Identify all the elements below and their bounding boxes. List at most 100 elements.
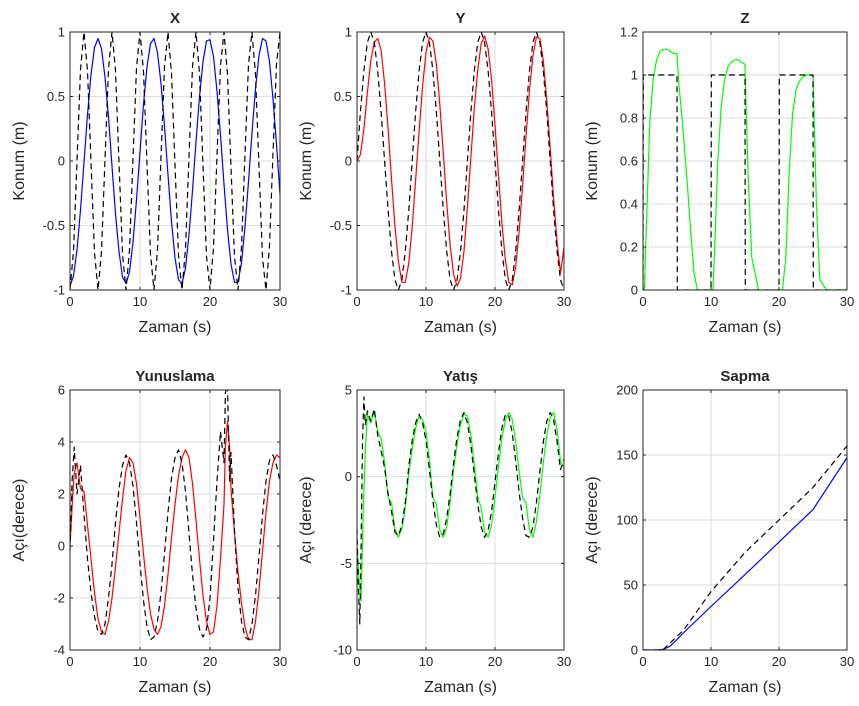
x-axis-label: Zaman (s) (709, 679, 782, 696)
y-axis-label: Konum (m) (11, 121, 28, 200)
y-tick-label: -4 (53, 643, 65, 658)
reference-line-y (357, 32, 564, 290)
y-tick-label: -0.5 (43, 218, 65, 233)
y-tick-label: 5 (345, 383, 352, 398)
x-axis-label: Zaman (s) (139, 319, 212, 336)
y-tick-label: 150 (616, 448, 638, 463)
chart-title: X (170, 10, 180, 27)
chart-yatis: 0 10 20 30 -10 -5 0 5 Yatış Zaman (s) Açı (derece) (298, 368, 571, 696)
chart-z: 0 10 20 30 0 0.2 0.4 0.6 0.8 1 1.2 Z Zaman (s) Konum … (584, 10, 854, 336)
y-tick-label: 0 (345, 469, 352, 484)
x-tick-label: 30 (557, 654, 571, 669)
chart-yunuslama: 0 10 20 30 -4 -2 0 2 4 6 Yunuslama Zaman (s) Açı(der… (11, 368, 287, 696)
y-tick-label: 1 (345, 25, 352, 40)
x-tick-label: 0 (639, 654, 646, 669)
y-tick-label: 0 (58, 154, 65, 169)
x-tick-label: 0 (353, 294, 360, 309)
x-tick-label: 30 (557, 294, 571, 309)
series-group (643, 48, 847, 290)
response-line-y (357, 35, 564, 287)
reference-line-z (643, 74, 847, 290)
series-group (643, 445, 847, 650)
y-axis-label: Açı(derece) (11, 479, 28, 562)
chart-title: Yatış (443, 368, 478, 385)
x-tick-label: 0 (639, 294, 646, 309)
reference-line-yatis (357, 396, 564, 625)
chart-y: 0 10 20 30 -1 -0.5 0 0.5 1 Y Zaman (s) Konum (m) (298, 10, 571, 336)
x-tick-label: 30 (273, 654, 287, 669)
y-axis-label: Açı (derece) (584, 476, 601, 563)
y-axis-label: Konum (m) (584, 121, 601, 200)
x-tick-label: 30 (840, 294, 854, 309)
y-tick-label: 0.5 (47, 89, 65, 104)
reference-line-yunuslama (70, 390, 280, 641)
response-line-x (70, 37, 280, 287)
chart-sapma: 0 10 20 30 0 50 100 150 200 Sapma Zaman (s) Açı (de… (584, 368, 854, 696)
plot-area (70, 390, 280, 650)
reference-line-x (70, 32, 280, 290)
y-tick-label: 0.6 (620, 154, 638, 169)
chart-title: Yunuslama (135, 368, 215, 385)
y-tick-label: -1 (340, 283, 352, 298)
x-tick-label: 10 (704, 654, 718, 669)
axes-box (69, 389, 281, 651)
y-tick-label: 1 (631, 68, 638, 83)
y-tick-label: 4 (58, 435, 65, 450)
y-tick-label: 0.8 (620, 111, 638, 126)
y-tick-label: 100 (616, 513, 638, 528)
y-tick-label: 0 (345, 154, 352, 169)
x-axis-label: Zaman (s) (139, 679, 212, 696)
y-tick-label: -5 (340, 556, 352, 571)
x-axis-label: Zaman (s) (424, 679, 497, 696)
x-tick-label: 20 (203, 654, 217, 669)
x-tick-label: 20 (772, 294, 786, 309)
x-tick-label: 20 (772, 654, 786, 669)
y-tick-label: -1 (53, 283, 65, 298)
x-tick-label: 0 (66, 654, 73, 669)
reference-line-sapma (643, 445, 847, 650)
y-axis-label: Açı (derece) (298, 476, 315, 563)
x-tick-label: 10 (133, 294, 147, 309)
x-tick-label: 10 (419, 654, 433, 669)
series-group (357, 396, 564, 625)
y-tick-label: 1 (58, 25, 65, 40)
x-tick-label: 30 (273, 294, 287, 309)
y-tick-label: 2 (58, 487, 65, 502)
y-axis-label: Konum (m) (298, 121, 315, 200)
chart-title: Sapma (720, 368, 770, 385)
x-tick-label: 20 (488, 654, 502, 669)
y-tick-label: 0.2 (620, 240, 638, 255)
series-group (357, 32, 564, 290)
plot-area (357, 390, 564, 650)
x-tick-label: 10 (704, 294, 718, 309)
series-group (70, 32, 280, 290)
x-tick-label: 20 (488, 294, 502, 309)
chart-title: Z (740, 10, 749, 27)
y-tick-label: 0 (631, 643, 638, 658)
y-tick-label: 0 (58, 539, 65, 554)
y-tick-label: 0.5 (334, 89, 352, 104)
x-tick-label: 20 (203, 294, 217, 309)
chart-title: Y (455, 10, 465, 27)
y-tick-label: 1.2 (620, 25, 638, 40)
x-tick-label: 10 (133, 654, 147, 669)
x-tick-label: 0 (66, 294, 73, 309)
y-tick-label: 6 (58, 383, 65, 398)
x-axis-label: Zaman (s) (709, 319, 782, 336)
y-tick-label: 0.4 (620, 197, 638, 212)
y-tick-label: -2 (53, 591, 65, 606)
response-line-yunuslama (70, 420, 280, 641)
y-tick-label: 200 (616, 383, 638, 398)
y-tick-label: -10 (333, 643, 352, 658)
y-tick-label: -0.5 (330, 218, 352, 233)
x-axis-label: Zaman (s) (424, 319, 497, 336)
x-tick-label: 10 (419, 294, 433, 309)
chart-x: 0 10 20 30 -1 -0.5 0 0.5 1 X Zaman (s) Konum (m) (11, 10, 287, 336)
x-tick-label: 30 (840, 654, 854, 669)
y-tick-label: 50 (624, 578, 638, 593)
x-tick-label: 0 (353, 654, 360, 669)
y-tick-label: 0 (631, 283, 638, 298)
series-group (70, 390, 280, 641)
axes-box (356, 389, 565, 651)
